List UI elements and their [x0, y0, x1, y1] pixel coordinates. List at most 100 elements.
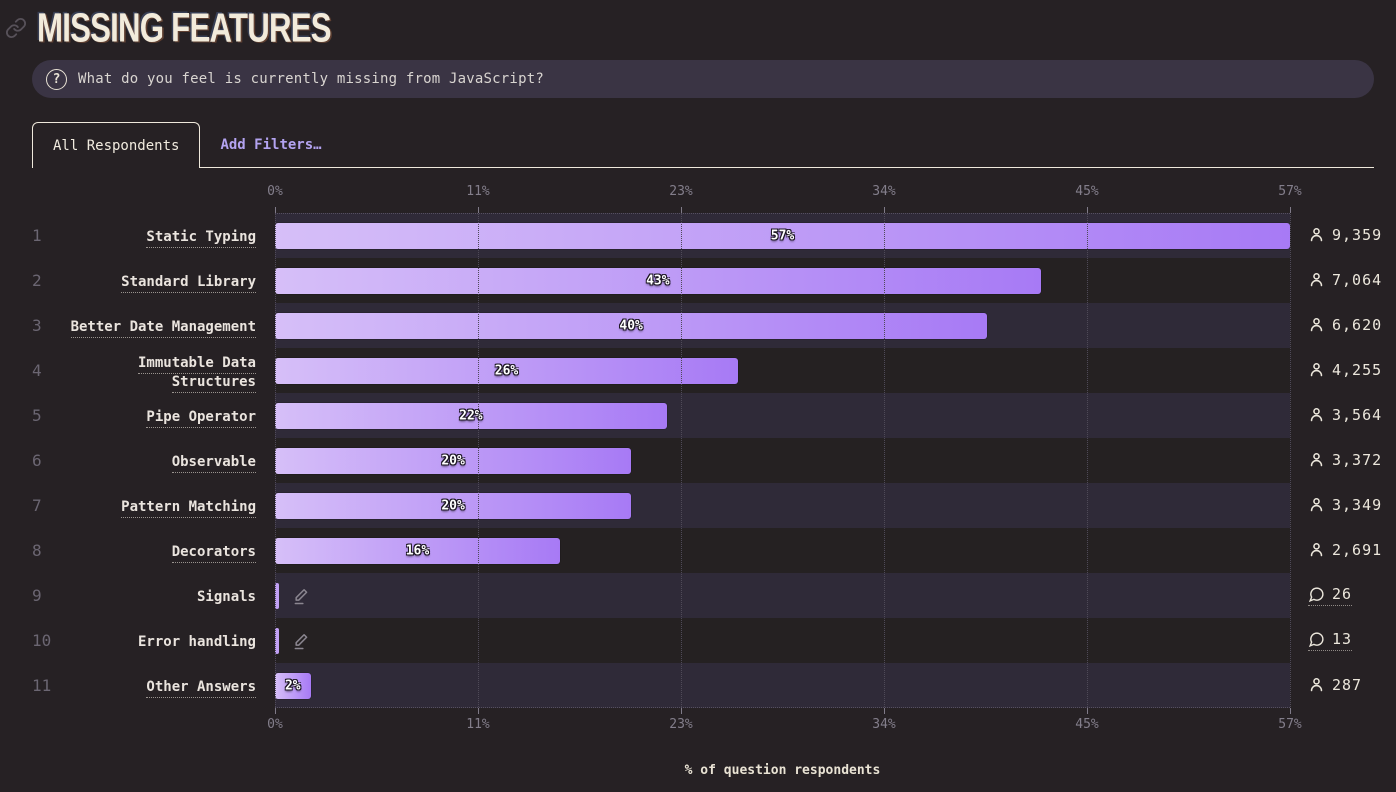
- row-rank: 6: [32, 451, 42, 470]
- row-label: Signals: [196, 589, 256, 605]
- row-rank: 4: [32, 361, 42, 380]
- bar[interactable]: 2%: [275, 672, 311, 699]
- row-label-link[interactable]: Decorators: [171, 544, 256, 563]
- tick-label: 23%: [669, 184, 693, 199]
- chart-row: 8 Decorators 16% 2,691: [32, 528, 1381, 573]
- respondent-count: 7,064: [1308, 271, 1382, 291]
- bar-value-label: 26%: [494, 363, 519, 378]
- bar[interactable]: 57%: [275, 222, 1290, 249]
- bar[interactable]: 26%: [275, 357, 738, 384]
- tick-label: 57%: [1278, 717, 1302, 732]
- count-value: 6,620: [1332, 315, 1383, 334]
- person-icon: [1308, 406, 1325, 423]
- bar[interactable]: 16%: [275, 537, 560, 564]
- row-label-link[interactable]: Immutable Data Structures: [137, 354, 256, 393]
- row-rank: 8: [32, 541, 42, 560]
- comment-icon: [1308, 586, 1325, 603]
- row-label-link[interactable]: Static Typing: [146, 229, 256, 248]
- person-icon: [1308, 496, 1325, 513]
- bar-value-label: 20%: [441, 453, 465, 468]
- comment-count: 13: [1308, 630, 1353, 651]
- row-label-link[interactable]: Other Answers: [146, 679, 256, 698]
- row-rank: 3: [32, 316, 42, 335]
- pencil-edit-icon[interactable]: [292, 630, 314, 652]
- chart-row: 3 Better Date Management 40% 6,620: [32, 303, 1381, 348]
- count-value: 9,359: [1332, 225, 1383, 244]
- row-rank: 5: [32, 406, 42, 425]
- chart-row: 1 Static Typing 57% 9,359: [32, 213, 1381, 258]
- row-label: Error handling: [137, 634, 256, 650]
- respondent-count: 3,564: [1308, 406, 1382, 426]
- pencil-edit-icon[interactable]: [292, 585, 314, 607]
- respondent-count: 2,691: [1308, 541, 1382, 561]
- chart-rows: 1 Static Typing 57% 9,359 2 Standard Lib…: [32, 213, 1381, 708]
- count-value: 13: [1332, 630, 1353, 648]
- tick-label: 45%: [1075, 184, 1099, 199]
- comment-icon: [1308, 631, 1325, 648]
- tick-label: 11%: [466, 184, 490, 199]
- bar-value-label: 22%: [459, 408, 483, 423]
- count-value: 3,349: [1332, 495, 1383, 514]
- x-axis-bottom: 0% 11% 23% 34% 45% 57%: [267, 708, 1302, 738]
- chart-row-freeform: 10 Error handling 13: [32, 618, 1374, 663]
- row-label-link[interactable]: Pattern Matching: [121, 499, 256, 518]
- respondent-count: 6,620: [1308, 316, 1382, 336]
- row-label-link[interactable]: Pipe Operator: [146, 409, 256, 428]
- tick-label: 23%: [669, 717, 693, 732]
- bar-value-label: 2%: [284, 678, 301, 693]
- bar[interactable]: 20%: [275, 447, 632, 474]
- chart-row: 2 Standard Library 43% 7,064: [32, 258, 1381, 303]
- row-label-link[interactable]: Standard Library: [121, 274, 256, 293]
- respondent-count: 4,255: [1308, 361, 1382, 381]
- chart-row: 5 Pipe Operator 22% 3,564: [32, 393, 1381, 438]
- chart-row: 4 Immutable Data Structures 26% 4,255: [32, 348, 1381, 393]
- freeform-bar-sliver: [275, 582, 279, 609]
- comment-count: 26: [1308, 585, 1353, 606]
- freeform-bar-sliver: [275, 627, 279, 654]
- respondent-count: 9,359: [1308, 226, 1382, 246]
- bar[interactable]: 40%: [275, 312, 988, 339]
- question-text: What do you feel is currently missing fr…: [78, 71, 544, 87]
- person-icon: [1308, 316, 1325, 333]
- bar-track: 20%: [275, 483, 1290, 528]
- tick-label: 0%: [267, 184, 283, 199]
- question-banner: ? What do you feel is currently missing …: [32, 60, 1374, 98]
- comment-count-link[interactable]: 26: [1308, 585, 1353, 606]
- person-icon: [1308, 226, 1325, 243]
- chart-row: 7 Pattern Matching 20% 3,349: [32, 483, 1381, 528]
- bar[interactable]: 20%: [275, 492, 632, 519]
- question-circle-icon[interactable]: ?: [46, 68, 67, 90]
- bar-track: 20%: [275, 438, 1290, 483]
- bar-track: 26%: [275, 348, 1290, 393]
- bar-value-label: 40%: [619, 318, 643, 333]
- chart-row: 6 Observable 20% 3,372: [32, 438, 1381, 483]
- bar-track: [275, 573, 1290, 618]
- row-rank: 10: [32, 631, 52, 650]
- count-value: 3,372: [1332, 450, 1383, 469]
- row-label-link[interactable]: Better Date Management: [70, 319, 256, 338]
- anchor-link-icon[interactable]: [5, 17, 27, 39]
- row-rank: 2: [32, 271, 42, 290]
- tick-label: 0%: [267, 717, 283, 732]
- bar-track: 57%: [275, 213, 1290, 258]
- row-rank: 1: [32, 226, 42, 245]
- tick-label: 45%: [1075, 717, 1099, 732]
- person-icon: [1308, 451, 1325, 468]
- count-value: 3,564: [1332, 405, 1383, 424]
- bar[interactable]: 22%: [275, 402, 667, 429]
- count-value: 26: [1332, 585, 1353, 603]
- bar-value-label: 20%: [441, 498, 465, 513]
- count-value: 4,255: [1332, 360, 1383, 379]
- chart-row-freeform: 9 Signals 26: [32, 573, 1374, 618]
- count-value: 7,064: [1332, 270, 1383, 289]
- comment-count-link[interactable]: 13: [1308, 630, 1353, 651]
- tick-label: 11%: [466, 717, 490, 732]
- tab-add-filters[interactable]: Add Filters…: [220, 136, 322, 153]
- tab-all-respondents[interactable]: All Respondents: [32, 122, 201, 168]
- bar-value-label: 43%: [646, 273, 670, 288]
- row-label-link[interactable]: Observable: [171, 454, 256, 473]
- row-rank: 9: [32, 586, 42, 605]
- bar[interactable]: 43%: [275, 267, 1041, 294]
- respondent-count: 287: [1308, 676, 1362, 696]
- count-value: 287: [1332, 675, 1363, 694]
